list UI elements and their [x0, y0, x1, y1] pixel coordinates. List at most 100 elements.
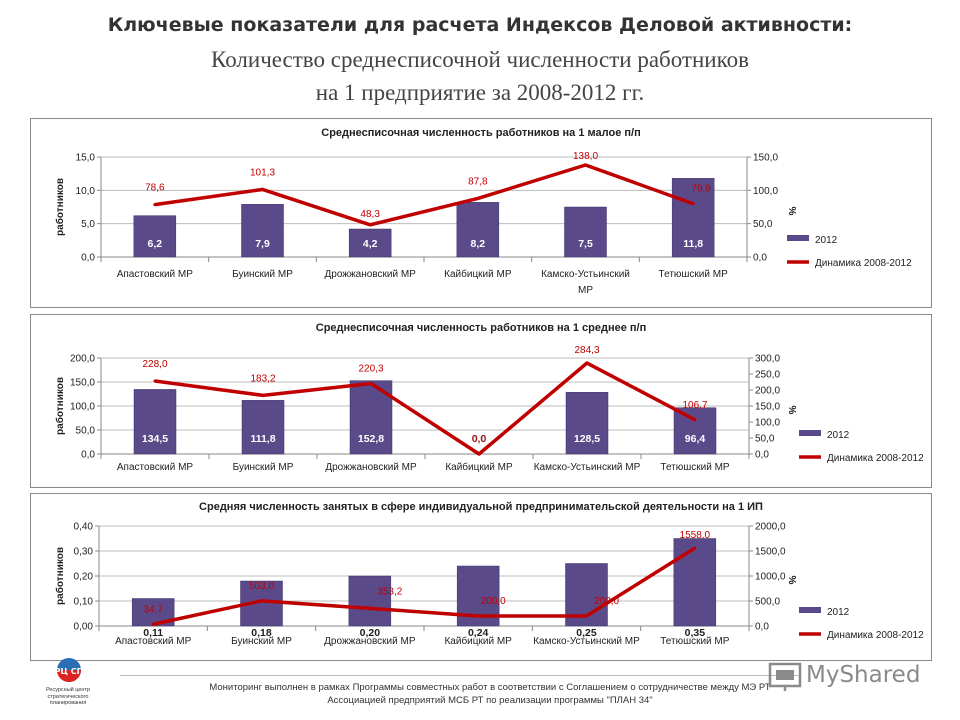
bar-data-label: 0,25: [576, 627, 597, 639]
line-series-dynamics: [154, 163, 694, 227]
y-tick-label: 0,30: [74, 547, 94, 558]
category-label: Буинский МР: [233, 462, 294, 473]
line-data-label: 78,6: [145, 183, 165, 194]
line-data-label: 228,0: [142, 359, 167, 370]
line-data-label: 1558,0: [680, 530, 711, 541]
footer-note: Мониторинг выполнен в рамках Программы с…: [190, 681, 790, 707]
y-tick-label: 50,0: [76, 426, 96, 437]
category-label: Апастовский МР: [117, 462, 194, 473]
category-label: Дрожжановский МР: [324, 636, 416, 647]
bar-data-label: 96,4: [685, 433, 706, 445]
chart-panel-medium-enterprises: Среднесписочная численность работников н…: [30, 314, 932, 488]
chart-title: Среднесписочная численность работников н…: [316, 322, 646, 334]
bar-data-label: 11,8: [683, 238, 703, 250]
bar-data-label: 6,2: [148, 238, 163, 250]
line-point: [260, 599, 263, 603]
y2-tick-label: 100,0: [755, 418, 780, 429]
bar: [673, 407, 717, 455]
page-title: Ключевые показатели для расчета Индексов…: [107, 14, 853, 36]
legend-swatch-bar: [799, 607, 821, 613]
line-data-label: 200,0: [594, 596, 619, 607]
legend-label-bar: 2012: [827, 430, 850, 441]
category-label: Камско-Устьинский МР: [541, 269, 630, 296]
y2-tick-label: 1500,0: [755, 547, 786, 558]
y2-axis-label: %: [786, 406, 797, 415]
category-label: Кайбицкий МР: [444, 635, 512, 647]
line-point: [369, 382, 373, 386]
legend-swatch-bar: [787, 235, 809, 241]
chart-title: Среднесписочная численность работников н…: [321, 127, 640, 139]
y2-tick-label: 150,0: [755, 402, 780, 413]
y2-tick-label: 100,0: [753, 186, 778, 197]
bar: [565, 392, 609, 455]
category-label: Апастовский МР: [117, 269, 194, 280]
y2-axis-label: %: [786, 576, 797, 585]
presentation-screen-icon: [768, 662, 802, 691]
y2-tick-label: 150,0: [753, 153, 778, 164]
category-label: Тетюшский МР: [660, 636, 730, 647]
chart-medium-enterprises: Среднесписочная численность работников н…: [54, 322, 924, 473]
bar: [348, 575, 392, 627]
y-tick-label: 5,0: [81, 219, 95, 230]
bar: [241, 204, 284, 258]
y-axis-label: работников: [54, 547, 66, 605]
bar-data-label: 111,8: [250, 433, 275, 445]
category-label: Тетюшский МР: [660, 462, 730, 473]
line-data-label: 200,0: [481, 596, 506, 607]
line-point: [368, 606, 372, 610]
bar: [564, 206, 607, 258]
bar: [456, 202, 500, 258]
line-point: [368, 223, 372, 227]
y-axis-label: работников: [54, 178, 66, 236]
chart-panel-individual-entrepreneurs: Средняя численность занятых в сфере инди…: [30, 493, 932, 661]
line-point: [476, 196, 480, 200]
category-label: Тетюшский МР: [659, 269, 729, 280]
line-point: [153, 203, 157, 207]
legend-label-line: Динамика 2008-2012: [827, 453, 924, 464]
bar: [671, 178, 715, 258]
line-point: [151, 622, 155, 626]
bar: [133, 389, 177, 455]
y2-tick-label: 50,0: [753, 219, 773, 230]
y2-tick-label: 500,0: [755, 597, 780, 608]
y-axis-label: работников: [54, 377, 66, 435]
line-data-label: 87,8: [468, 176, 488, 187]
bar: [133, 215, 177, 258]
rcsp-logo-icon: РЦ СП: [55, 658, 83, 682]
y2-tick-label: 200,0: [755, 386, 780, 397]
bar-data-label: 4,2: [363, 238, 378, 250]
category-label: Буинский МР: [232, 269, 293, 280]
watermark-text: MyShared: [806, 662, 921, 688]
line-point: [584, 163, 587, 167]
bar: [673, 538, 717, 627]
line-series-dynamics: [154, 361, 696, 456]
legend-label-line: Динамика 2008-2012: [815, 258, 912, 269]
bar-data-label: 152,8: [358, 433, 384, 445]
line-data-label: 0,0: [472, 434, 486, 445]
chart-panel-small-enterprises: Среднесписочная численность работников н…: [30, 118, 932, 308]
line-point: [585, 614, 588, 618]
legend-label-bar: 2012: [827, 607, 850, 618]
category-label: Кайбицкий МР: [444, 268, 512, 280]
footer-line1: Мониторинг выполнен в рамках Программы с…: [209, 682, 771, 693]
bar-data-label: 128,5: [574, 433, 600, 445]
line-point: [585, 361, 589, 365]
bar: [241, 400, 285, 455]
line-data-label: 79,9: [691, 184, 711, 195]
y2-tick-label: 1000,0: [755, 572, 786, 583]
legend-swatch-bar: [799, 430, 821, 436]
y-tick-label: 0,10: [74, 597, 94, 608]
legend-label-bar: 2012: [815, 235, 838, 246]
category-label: Буинский МР: [231, 636, 292, 647]
line-point: [693, 546, 697, 550]
category-label: Камско-Устьинский МР: [533, 636, 640, 647]
bar-data-label: 7,5: [578, 238, 593, 250]
y-tick-label: 0,00: [74, 622, 94, 633]
y-tick-label: 100,0: [70, 402, 95, 413]
bar-data-label: 134,5: [142, 433, 168, 445]
line-point: [261, 393, 265, 397]
bar-data-label: 0,18: [251, 627, 272, 639]
y2-axis-label: %: [786, 207, 797, 216]
y2-tick-label: 300,0: [755, 354, 780, 365]
category-label: Камско-Устьинский МР: [534, 462, 641, 473]
